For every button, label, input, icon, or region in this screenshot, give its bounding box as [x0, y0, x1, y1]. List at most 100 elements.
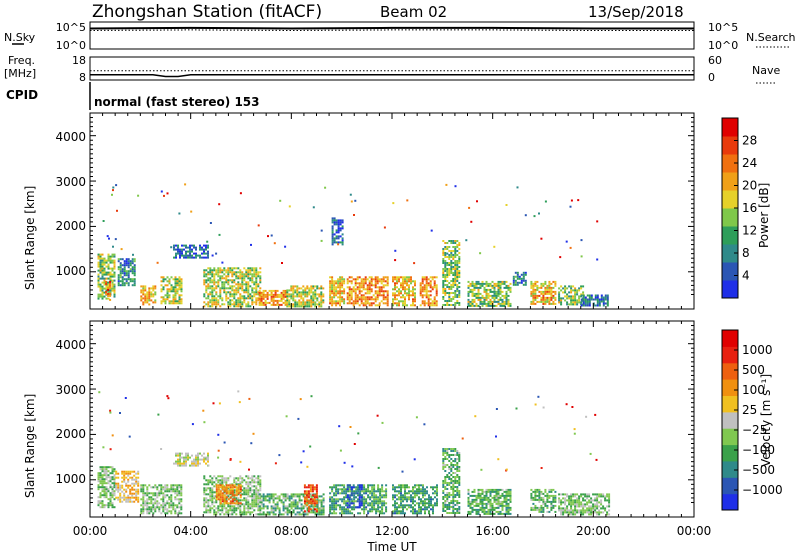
- heat-cell: [473, 292, 476, 295]
- heat-cell: [164, 488, 167, 491]
- heat-cell: [427, 302, 430, 305]
- heat-cell: [350, 492, 353, 495]
- heat-cell: [362, 282, 365, 285]
- heat-cell: [467, 502, 470, 505]
- heat-cell: [350, 488, 353, 491]
- heat-cell: [392, 504, 394, 507]
- heat-cell: [315, 502, 318, 505]
- heat-cell: [420, 508, 422, 511]
- heat-cell: [489, 492, 492, 495]
- heat-cell: [166, 276, 169, 279]
- heat-cell: [339, 484, 342, 487]
- heat-cell: [414, 490, 416, 493]
- heat-cell: [316, 297, 319, 300]
- heat-cell: [414, 294, 416, 297]
- heat-cell: [103, 257, 106, 260]
- heat-cell: [197, 460, 199, 463]
- heat-cell: [257, 275, 260, 278]
- heat-cell: [146, 299, 149, 302]
- heat-cell: [372, 298, 375, 301]
- heat-cell: [215, 488, 218, 491]
- heat-cell: [450, 448, 453, 450]
- heat-cell: [427, 294, 430, 297]
- heat-cell: [150, 502, 153, 505]
- heat-cell: [329, 286, 332, 289]
- heat-cell: [343, 492, 346, 495]
- heat-cell: [365, 502, 368, 505]
- heat-cell: [382, 278, 385, 281]
- heat-cell: [369, 484, 372, 487]
- heat-cell: [166, 298, 169, 301]
- heat-cell: [142, 498, 145, 501]
- heat-cell: [435, 290, 438, 293]
- heat-cell: [483, 494, 486, 497]
- heat-cell: [398, 504, 400, 507]
- heat-cell: [382, 276, 385, 279]
- heat-cell: [249, 487, 252, 490]
- heat-cell: [272, 511, 275, 514]
- heat-cell: [207, 305, 210, 308]
- heat-cell: [97, 265, 100, 268]
- heat-cell: [235, 275, 238, 278]
- heat-cell: [335, 502, 338, 505]
- heat-cell: [97, 476, 100, 479]
- heat-cell: [458, 484, 461, 486]
- heat-cell: [264, 497, 267, 500]
- heat-cell: [501, 492, 504, 495]
- heat-cell: [320, 239, 323, 242]
- heat-cell: [156, 261, 159, 264]
- heat-cell: [424, 494, 426, 497]
- heat-cell: [117, 268, 120, 271]
- heat-cell: [446, 264, 449, 266]
- heat-cell: [231, 271, 234, 274]
- heat-cell: [314, 511, 317, 514]
- heat-cell: [356, 488, 359, 491]
- heat-cell: [503, 300, 506, 303]
- heat-cell: [425, 290, 428, 293]
- heat-cell: [360, 302, 363, 305]
- heat-cell: [235, 492, 238, 495]
- heat-cell: [372, 284, 375, 287]
- heat-cell: [469, 290, 472, 293]
- heat-cell: [574, 301, 577, 304]
- heat-cell: [121, 270, 124, 273]
- heat-cell: [170, 504, 173, 507]
- heat-cell: [404, 498, 406, 501]
- heat-cell: [307, 486, 310, 489]
- heat-cell: [109, 257, 112, 260]
- heat-cell: [203, 499, 206, 502]
- heat-cell: [174, 484, 177, 487]
- heat-cell: [566, 297, 569, 300]
- heat-cell: [178, 510, 181, 513]
- heat-cell: [422, 500, 424, 503]
- heat-cell: [479, 296, 482, 299]
- heat-cell: [522, 277, 525, 280]
- heat-cell: [400, 506, 402, 509]
- heat-cell: [257, 481, 260, 484]
- heat-cell: [233, 498, 236, 501]
- heat-cell: [174, 286, 177, 289]
- heat-cell: [303, 502, 306, 505]
- heat-cell: [359, 512, 362, 515]
- heat-cell: [400, 488, 402, 491]
- heat-cell: [237, 301, 240, 304]
- heat-cell: [524, 281, 527, 284]
- heat-cell: [178, 502, 181, 505]
- heat-cell: [346, 496, 349, 499]
- heat-cell: [406, 294, 408, 297]
- heat-cell: [307, 500, 310, 503]
- heat-cell: [377, 506, 380, 509]
- heat-cell: [174, 492, 177, 495]
- heat-cell: [304, 289, 307, 292]
- heat-cell: [113, 474, 116, 477]
- heat-cell: [376, 278, 379, 281]
- heat-cell: [452, 472, 455, 474]
- heat-cell: [428, 512, 430, 515]
- heat-cell: [339, 498, 342, 501]
- heat-cell: [137, 194, 140, 197]
- heat-cell: [142, 289, 145, 292]
- heat-cell: [568, 295, 571, 298]
- heat-cell: [127, 274, 130, 277]
- heat-cell: [341, 290, 344, 293]
- heat-cell: [239, 511, 242, 514]
